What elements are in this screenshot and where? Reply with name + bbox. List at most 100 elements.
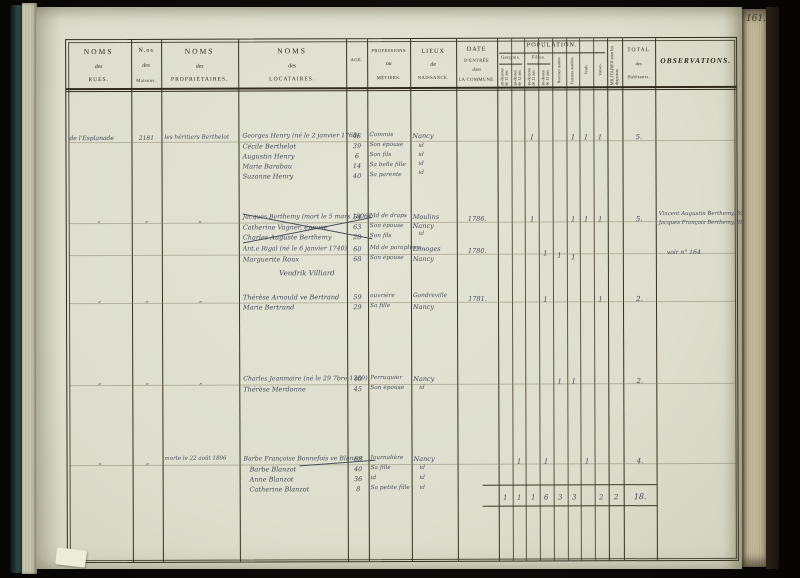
tenant-name: Catherine Blanzot bbox=[249, 485, 310, 494]
street-entry: de l'Esplanade bbox=[69, 135, 114, 143]
birthplace: Nancy bbox=[412, 131, 434, 140]
observation-line: Jacques François Berthemy, 38. bbox=[658, 219, 746, 227]
birthplace-ditto: id bbox=[419, 384, 425, 391]
house-ditto: „ bbox=[145, 457, 150, 466]
rule-v bbox=[367, 39, 371, 562]
column-total: 2 bbox=[613, 493, 619, 502]
owner-ditto: „ bbox=[198, 215, 202, 224]
street-ditto: „ bbox=[98, 378, 102, 387]
tenant-age: 60 bbox=[353, 245, 362, 254]
group-total: 5. bbox=[635, 133, 643, 142]
tenant-name: Suzanne Henry bbox=[242, 172, 294, 181]
subcol-veufs: Veufs. bbox=[583, 64, 589, 75]
tenant-age: 65 bbox=[353, 455, 363, 464]
tenant-name: Thérèse Arnould ve Bertrand bbox=[242, 293, 340, 302]
subcol-garcons-moins12: au-dessous de 12 ans. bbox=[499, 68, 509, 86]
birthplace: Nancy bbox=[413, 374, 435, 383]
population-mark: 1 bbox=[557, 377, 563, 386]
birthplace-ditto: id bbox=[418, 169, 424, 176]
column-total: 2 bbox=[598, 493, 604, 502]
birthplace: Nancy bbox=[413, 302, 435, 311]
entry-date: 1786. bbox=[467, 214, 487, 223]
group-total: 2. bbox=[636, 295, 643, 304]
birthplace-ditto: id bbox=[418, 142, 424, 149]
house-ditto: „ bbox=[145, 215, 149, 224]
col-header-date-entree: DATE D'ENTRÉE dans LA COMMUNE. bbox=[458, 45, 496, 82]
register-page: NOMS des RUES. N.os des Maisons. NOMS de… bbox=[36, 7, 745, 569]
column-total: 1 bbox=[516, 493, 522, 502]
tenant-profession: Sa petite fille bbox=[370, 484, 410, 492]
birthplace-ditto: id bbox=[418, 230, 425, 237]
subcol-filles-moins12: au-dessous de 12 ans. bbox=[527, 67, 536, 86]
filles-brace bbox=[527, 63, 551, 65]
birthplace: Gondreville bbox=[412, 292, 448, 299]
birthplace-ditto: id bbox=[418, 160, 424, 167]
tenant-profession: Perruquier bbox=[370, 375, 403, 382]
tenant-age: 59 bbox=[353, 293, 362, 302]
folio-number: 161. bbox=[746, 14, 767, 24]
birthplace: Nancy bbox=[412, 254, 434, 263]
column-total: 3 bbox=[571, 493, 577, 502]
tenant-name: Barbe Blanzot bbox=[249, 465, 297, 474]
tenant-age: 8 bbox=[356, 485, 361, 494]
tenant-profession: Md de draps bbox=[369, 212, 407, 220]
column-total: 3 bbox=[557, 493, 563, 502]
rule-v bbox=[524, 38, 527, 561]
birthplace-ditto: id bbox=[419, 474, 425, 481]
tenant-age: 40 bbox=[353, 375, 362, 384]
tenant-age: 46 bbox=[352, 132, 362, 141]
rule-v bbox=[511, 38, 514, 561]
census-table: NOMS des RUES. N.os des Maisons. NOMS de… bbox=[65, 36, 745, 564]
tenant-age: 29 bbox=[353, 303, 362, 312]
street-ditto: „ bbox=[97, 216, 101, 225]
subcol-veuves: Veuves. bbox=[597, 63, 603, 77]
col-header-maisons: N.os des Maisons. bbox=[136, 46, 157, 83]
tenant-name: Marguerite Roux bbox=[242, 255, 300, 264]
subcol-garcons-plus12: au-dessus de 12 ans. bbox=[513, 69, 522, 86]
owner-note: morte le 22 août 1806 bbox=[164, 455, 227, 462]
page-edges-right bbox=[742, 9, 767, 567]
population-mark: 1 bbox=[516, 457, 522, 466]
rule-v bbox=[497, 38, 501, 561]
rule-v bbox=[607, 38, 611, 561]
house-ditto: „ bbox=[145, 377, 149, 386]
tenant-name: Augustin Henry bbox=[242, 152, 295, 161]
population-mark: 1 bbox=[597, 215, 603, 224]
tenant-profession: Son fils bbox=[369, 152, 392, 159]
tenant-name: Ant.e Rigal (né le 6 janvier 1740) bbox=[242, 245, 347, 253]
column-total: 6 bbox=[543, 493, 549, 502]
tenant-name: Marie Barabau bbox=[242, 162, 293, 171]
subcol-femmes-mariees: Femmes mariées. bbox=[570, 55, 575, 84]
book-cover-left bbox=[10, 5, 24, 573]
observation-line: Vincent Augustin Berthemy, 30 bbox=[658, 210, 744, 218]
tenant-age: 40 bbox=[352, 172, 362, 181]
birthplace-ditto: id bbox=[418, 151, 424, 158]
owner-ditto: „ bbox=[198, 295, 203, 304]
birthplace: Limoges bbox=[412, 244, 441, 253]
tenant-age: 45 bbox=[353, 385, 362, 394]
subcol-filles-plus12: au-dessus de 12 ans. bbox=[540, 69, 550, 86]
tenant-age: 40 bbox=[353, 465, 363, 474]
tenant-profession: Journalière bbox=[370, 454, 404, 462]
owner-entry: les héritiers Berthelot bbox=[164, 134, 230, 141]
birthplace: Nancy bbox=[413, 454, 435, 463]
birthplace: Nancy bbox=[412, 221, 434, 230]
col-header-proprietaires: NOMS des PROPRIÉTAIRES. bbox=[170, 46, 229, 83]
rule-v bbox=[238, 39, 242, 562]
tenant-age: 68 bbox=[353, 255, 362, 264]
tenant-name: Marie Bertrand bbox=[243, 303, 295, 312]
birthplace: Moulins bbox=[412, 212, 440, 221]
garcons-header: Garçons. bbox=[500, 54, 521, 60]
rule-v bbox=[566, 38, 569, 561]
population-mark: 1 bbox=[543, 295, 548, 304]
group-total: 5. bbox=[635, 215, 643, 224]
tenant-name: Cécile Berthelot bbox=[242, 142, 296, 151]
population-mark: 1 bbox=[571, 253, 576, 262]
birthplace-ditto: id bbox=[419, 464, 425, 471]
garcons-brace bbox=[499, 63, 523, 65]
tenant-name: Thérèse Merdonne bbox=[243, 385, 306, 394]
tenant-profession: Son épouse bbox=[370, 384, 405, 392]
tenant-profession: Son fils bbox=[369, 233, 392, 240]
observation-line: voir n° 164 bbox=[666, 248, 701, 257]
